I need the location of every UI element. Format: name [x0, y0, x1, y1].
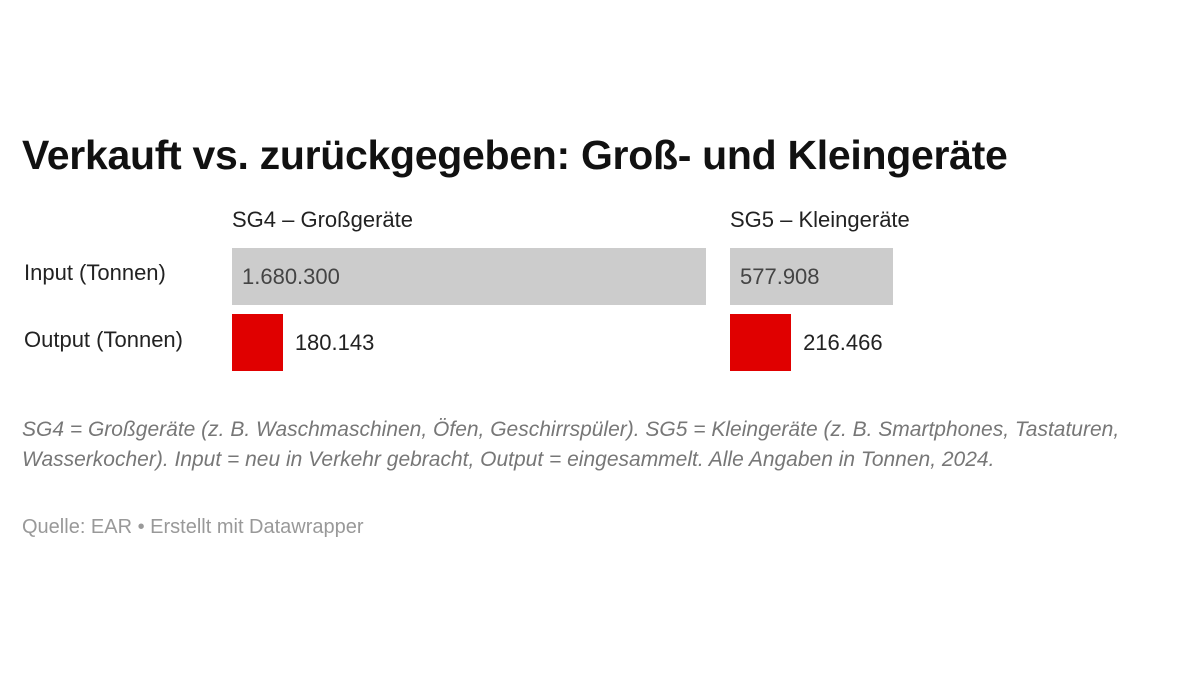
- value-label-output-sg4: 180.143: [294, 330, 375, 355]
- column-header-sg5: SG5 – Kleingeräte: [730, 207, 910, 232]
- row-label-input: Input (Tonnen): [24, 260, 166, 285]
- bar-input-sg4: [232, 248, 706, 305]
- chart-source: Quelle: EAR • Erstellt mit Datawrapper: [22, 516, 364, 538]
- chart-notes: SG4 = Großgeräte (z. B. Waschmaschinen, …: [22, 418, 1120, 471]
- value-label-output-sg5: 216.466: [803, 330, 883, 355]
- row-label-output: Output (Tonnen): [24, 327, 183, 352]
- chart-title: Verkauft vs. zurückgegeben: Groß- und Kl…: [22, 132, 1008, 178]
- bar-input-sg5: [730, 248, 894, 305]
- bar-output-sg4: [232, 314, 283, 371]
- bar-output-sg5: [730, 314, 792, 371]
- value-label-input-sg4: 1.680.300: [242, 264, 340, 289]
- column-header-sg4: SG4 – Großgeräte: [232, 207, 413, 232]
- value-label-input-sg5: 577.908: [740, 264, 820, 289]
